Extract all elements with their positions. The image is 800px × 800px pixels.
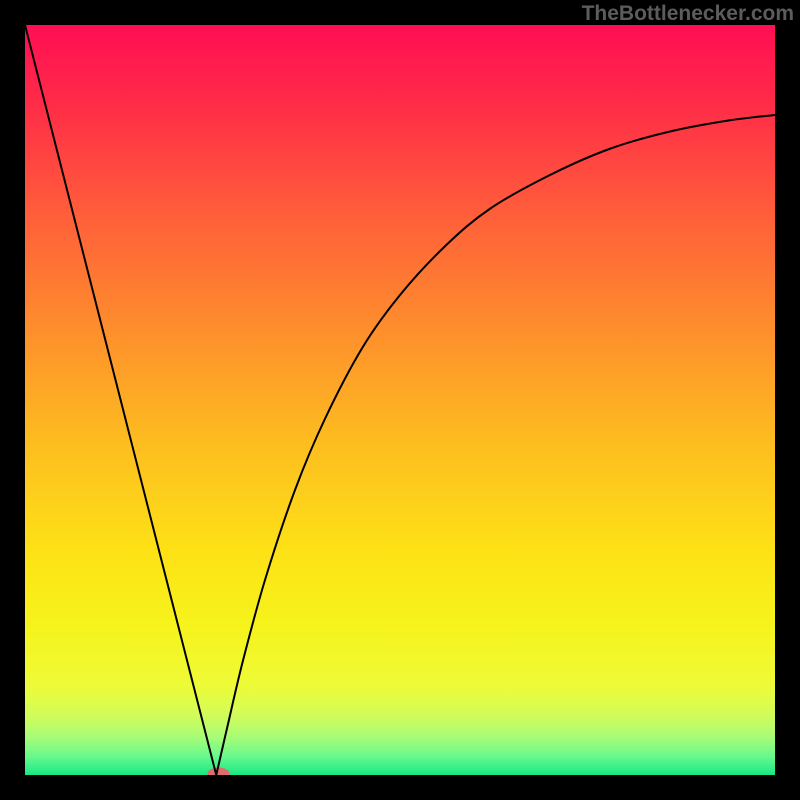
chart-container: TheBottlenecker.com <box>0 0 800 800</box>
attribution-text: TheBottlenecker.com <box>582 2 794 26</box>
plot-background <box>25 25 775 775</box>
bottleneck-chart <box>0 0 800 800</box>
